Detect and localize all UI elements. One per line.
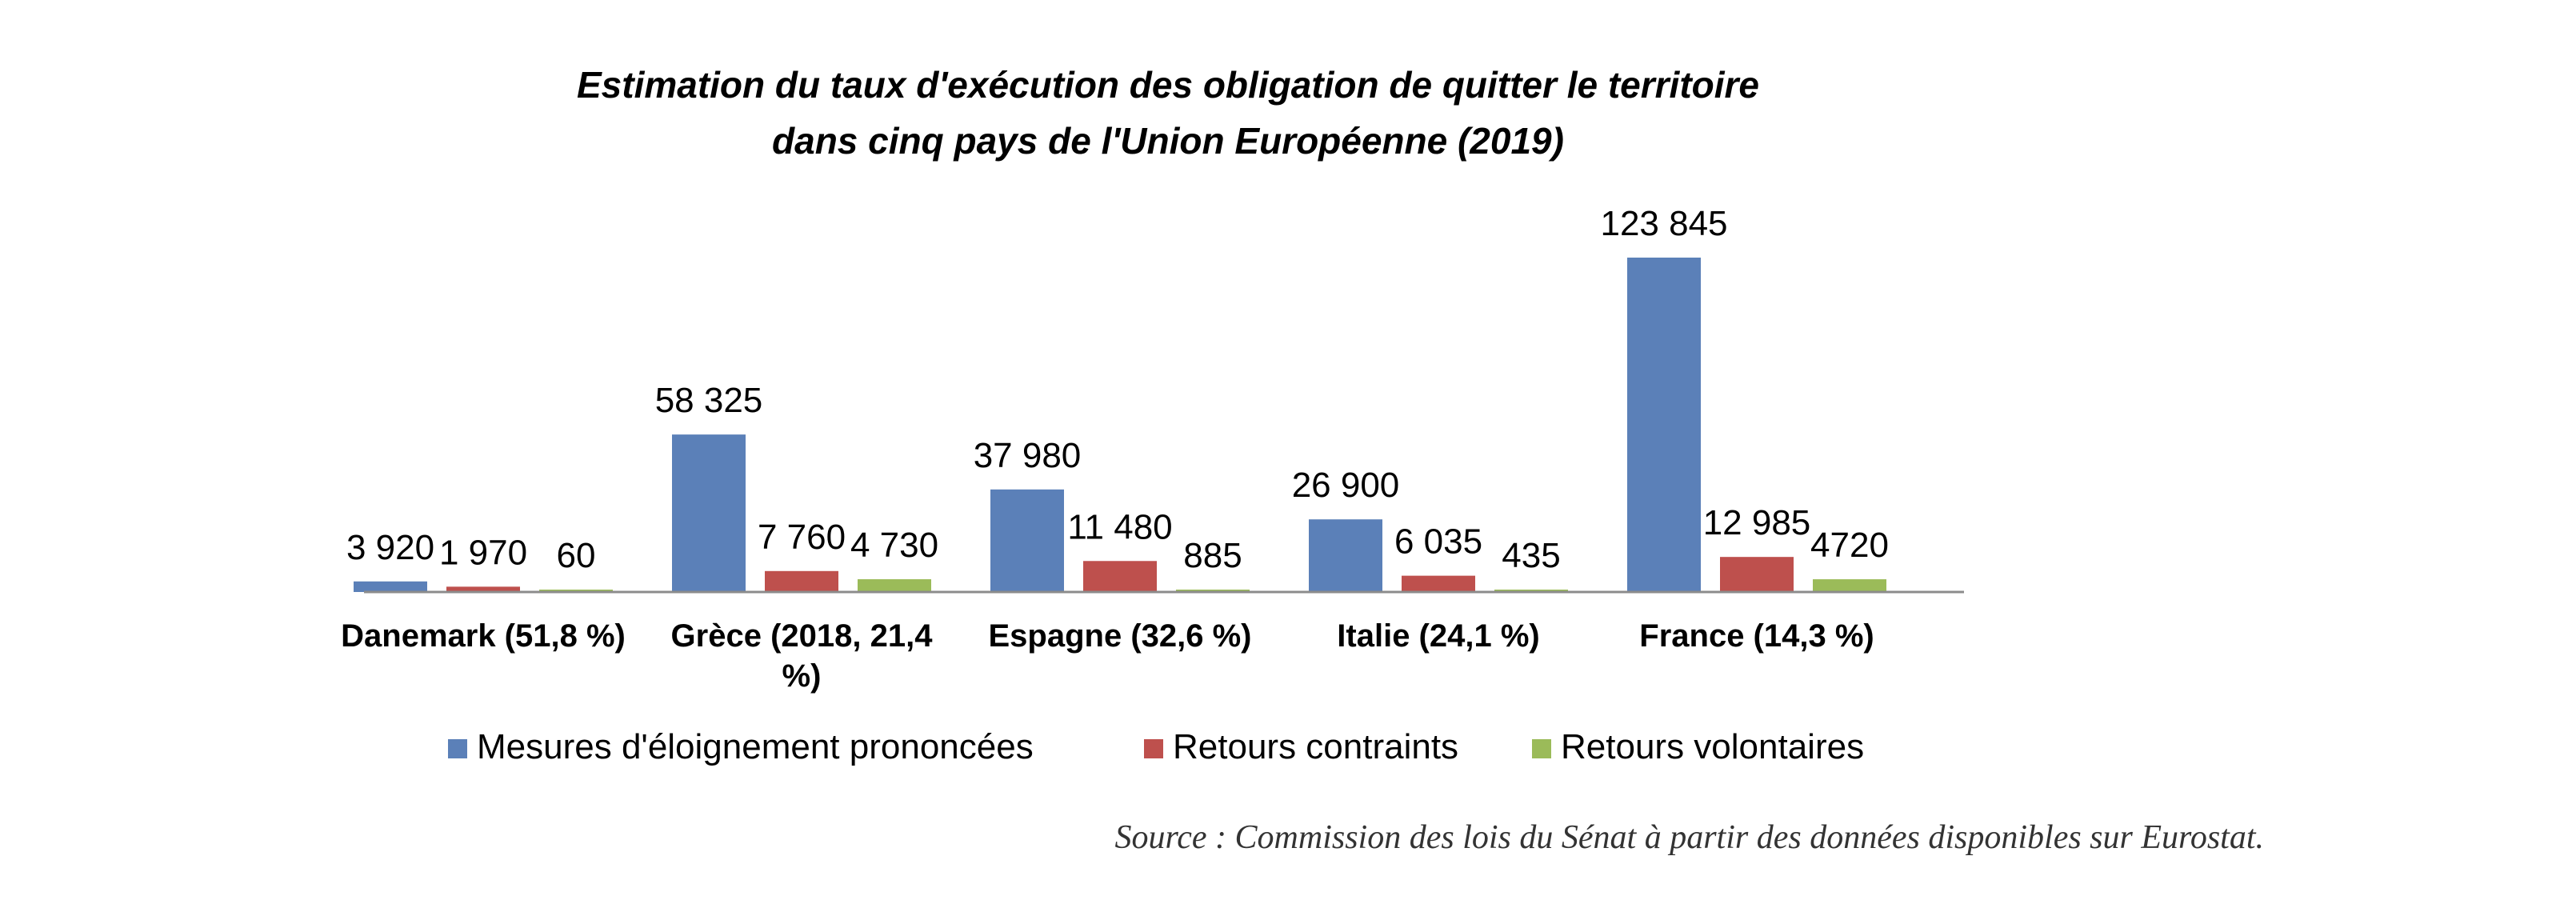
data-label-1-4: 26 900 bbox=[1292, 466, 1400, 505]
data-label-2-3: 11 480 bbox=[1067, 507, 1172, 546]
data-label-2-5: 12 985 bbox=[1703, 503, 1811, 542]
data-label-2-4: 6 035 bbox=[1394, 522, 1482, 562]
category-label-5: France (14,3 %) bbox=[1639, 618, 1874, 654]
category-labels: Danemark (51,8 %) Grèce (2018, 21,4%) Espa… bbox=[341, 618, 1874, 694]
legend-label-2: Retours contraints bbox=[1173, 727, 1458, 766]
data-label-1-3: 37 980 bbox=[974, 436, 1082, 475]
bar-1-1 bbox=[354, 581, 427, 592]
plot-area: 3 920 58 325 37 980 26 900 123 845 1 970 7 760… bbox=[346, 204, 1889, 592]
category-label-2: Grèce (2018, 21,4 bbox=[671, 618, 934, 654]
legend-swatch-2 bbox=[1144, 739, 1163, 758]
bar-2-4 bbox=[1402, 575, 1475, 592]
category-label-1: Danemark (51,8 %) bbox=[341, 618, 626, 654]
legend: Mesures d'éloignement prononcées Retours … bbox=[448, 727, 1864, 766]
data-label-1-2: 58 325 bbox=[655, 381, 763, 420]
bar-2-1 bbox=[446, 586, 520, 592]
data-label-3-5: 4720 bbox=[1810, 526, 1889, 565]
bar-2-5 bbox=[1720, 557, 1794, 592]
legend-label-1: Mesures d'éloignement prononcées bbox=[477, 727, 1034, 766]
category-label-2-line-2: %) bbox=[782, 658, 822, 694]
legend-swatch-3 bbox=[1532, 739, 1551, 758]
data-label-3-3: 885 bbox=[1183, 536, 1242, 575]
chart-title-line-1: Estimation du taux d'exécution des oblig… bbox=[577, 64, 1759, 106]
data-label-3-2: 4 730 bbox=[850, 526, 938, 565]
data-label-2-1: 1 970 bbox=[439, 533, 527, 572]
bar-1-2 bbox=[672, 434, 746, 592]
data-label-1-5: 123 845 bbox=[1600, 204, 1727, 243]
legend-label-3: Retours volontaires bbox=[1561, 727, 1864, 766]
source-note: Source : Commission des lois du Sénat à … bbox=[1114, 819, 2264, 856]
data-label-3-1: 60 bbox=[557, 536, 596, 575]
bar-2-2 bbox=[765, 570, 838, 592]
bar-1-4 bbox=[1309, 519, 1382, 592]
category-label-4: Italie (24,1 %) bbox=[1337, 618, 1539, 654]
bar-1-5 bbox=[1627, 258, 1701, 592]
data-label-2-2: 7 760 bbox=[758, 518, 846, 557]
bar-2-3 bbox=[1083, 561, 1157, 592]
data-label-1-1: 3 920 bbox=[346, 528, 434, 567]
legend-swatch-1 bbox=[448, 739, 467, 758]
category-label-3: Espagne (32,6 %) bbox=[988, 618, 1251, 654]
chart-title-line-2: dans cinq pays de l'Union Européenne (20… bbox=[772, 120, 1564, 162]
bar-3-2 bbox=[858, 579, 931, 592]
bar-3-5 bbox=[1813, 579, 1886, 592]
data-label-3-4: 435 bbox=[1502, 536, 1560, 575]
bar-1-3 bbox=[990, 489, 1064, 592]
